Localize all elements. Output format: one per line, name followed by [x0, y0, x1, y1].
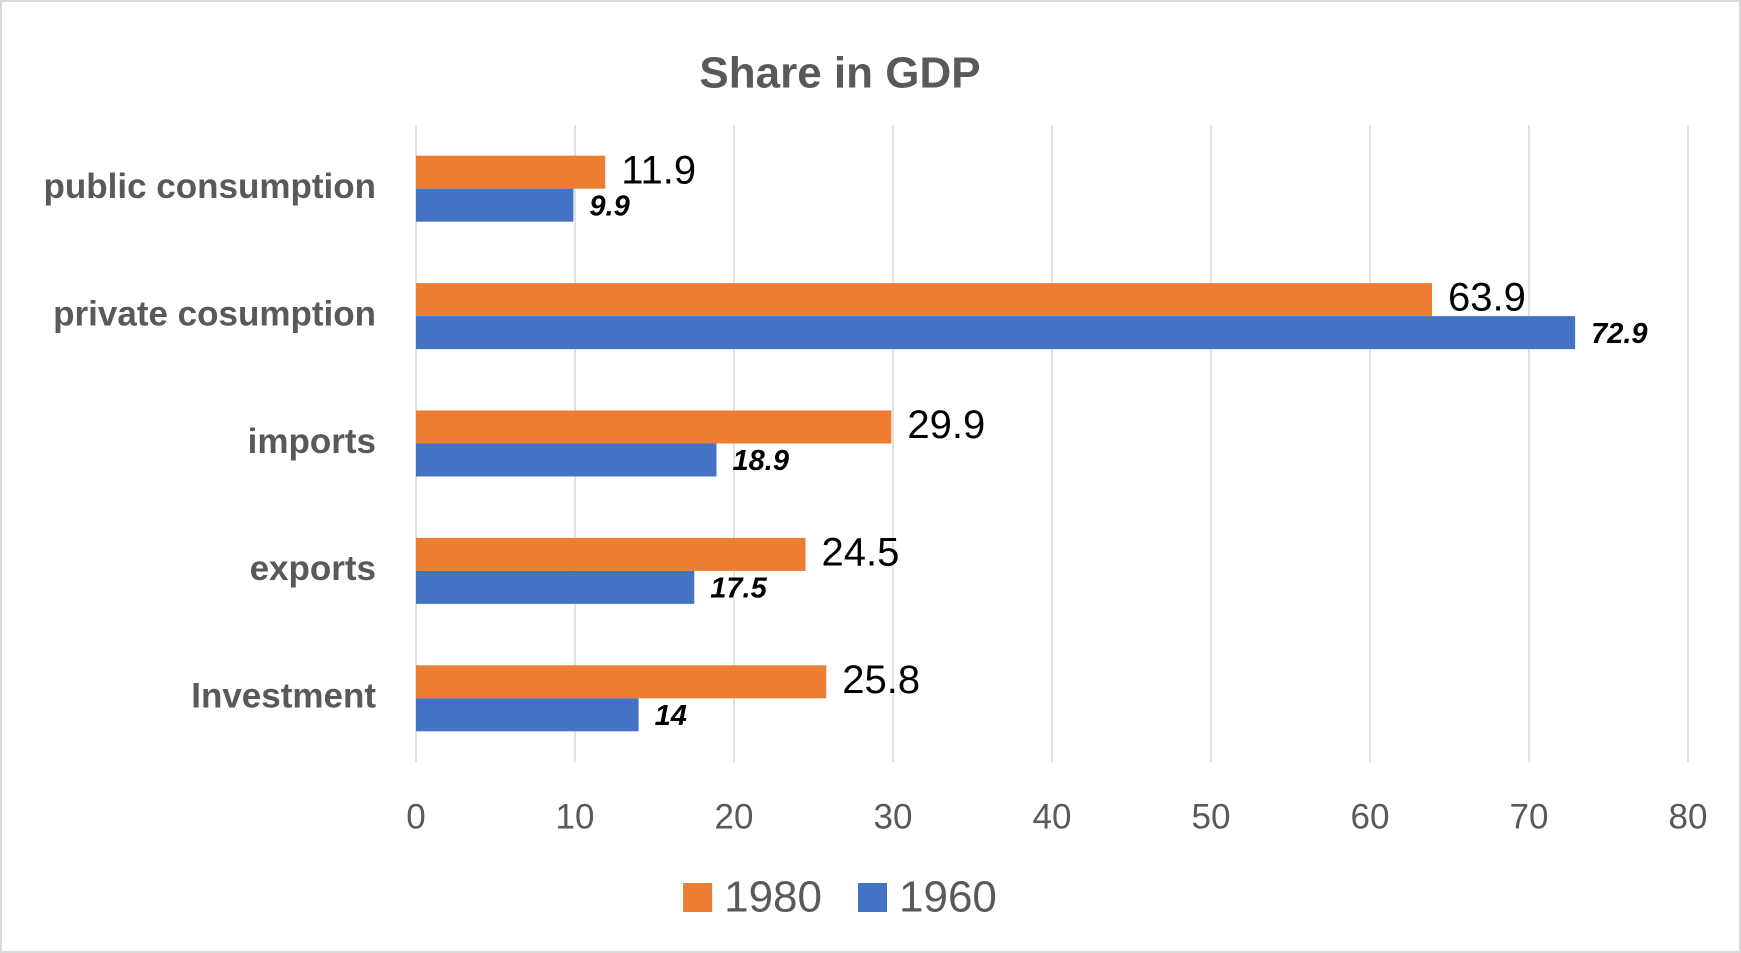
legend-swatch	[683, 883, 713, 912]
value-label: 14	[655, 700, 687, 732]
x-tick-label: 30	[874, 797, 913, 836]
value-label: 72.9	[1591, 318, 1647, 350]
bar	[416, 155, 606, 189]
x-tick-label: 0	[406, 797, 425, 836]
category-label: exports	[250, 549, 376, 588]
x-tick-label: 10	[556, 797, 595, 836]
value-label: 18.9	[733, 445, 789, 477]
x-tick-label: 80	[1669, 797, 1708, 836]
legend-label: 1980	[724, 873, 822, 922]
bar	[416, 537, 806, 571]
value-label: 17.5	[710, 573, 767, 605]
legend-label: 1960	[899, 873, 997, 922]
x-tick-label: 50	[1192, 797, 1231, 836]
x-tick-label: 60	[1351, 797, 1390, 836]
chart-title: Share in GDP	[699, 49, 980, 98]
x-tick-label: 20	[715, 797, 754, 836]
category-label: private cosumption	[53, 294, 376, 333]
legend-swatch	[858, 883, 887, 912]
bar	[416, 283, 1433, 317]
bar	[416, 570, 695, 604]
value-label: 25.8	[842, 658, 920, 702]
bar	[416, 443, 717, 477]
category-label: imports	[248, 422, 376, 461]
bar	[416, 316, 1576, 350]
value-label: 24.5	[822, 530, 900, 574]
value-label: 63.9	[1448, 276, 1526, 320]
bar	[416, 188, 574, 222]
bar	[416, 665, 827, 699]
value-label: 11.9	[621, 148, 696, 192]
x-tick-label: 40	[1033, 797, 1072, 836]
value-label: 9.9	[589, 190, 629, 222]
category-label: public consumption	[44, 167, 376, 206]
bar	[416, 410, 892, 444]
bar	[416, 698, 639, 732]
x-tick-label: 70	[1510, 797, 1549, 836]
category-label: Investment	[191, 677, 376, 716]
value-label: 29.9	[907, 403, 985, 447]
